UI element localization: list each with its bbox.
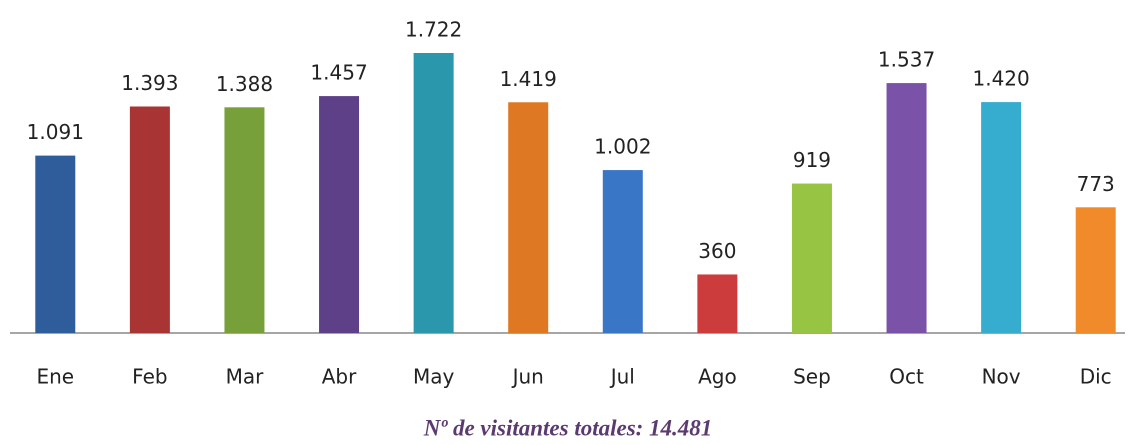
bar <box>602 170 643 333</box>
bar <box>129 106 170 333</box>
bar <box>319 96 360 333</box>
x-tick-label: Abr <box>322 365 357 389</box>
x-tick-label: Ene <box>36 365 74 389</box>
value-label: 1.722 <box>405 18 462 42</box>
value-label: 1.420 <box>972 67 1029 91</box>
value-label: 1.002 <box>594 135 651 159</box>
value-label: 1.419 <box>500 67 557 91</box>
x-tick-label: Sep <box>793 365 831 389</box>
value-label: 773 <box>1077 172 1115 196</box>
x-tick-label: Jun <box>511 365 544 389</box>
value-label: 1.388 <box>216 72 273 96</box>
x-tick-label: Feb <box>132 365 167 389</box>
bar <box>224 107 265 333</box>
bar <box>791 183 832 333</box>
bar <box>508 102 549 333</box>
bar <box>413 53 454 333</box>
caption: Nº de visitantes totales: 14.481 <box>423 415 713 440</box>
x-tick-label: May <box>413 365 455 389</box>
x-tick-label: Nov <box>982 365 1021 389</box>
value-label: 919 <box>793 148 831 172</box>
x-tick-label: Mar <box>226 365 265 389</box>
bar <box>1075 207 1116 333</box>
value-label: 1.537 <box>878 48 935 72</box>
bar <box>697 274 738 333</box>
bar <box>35 155 76 333</box>
bar <box>886 83 927 333</box>
x-tick-label: Ago <box>698 365 737 389</box>
value-label: 1.091 <box>27 120 84 144</box>
x-tick-label: Oct <box>889 365 924 389</box>
value-label: 360 <box>698 239 736 263</box>
value-label: 1.457 <box>310 61 367 85</box>
x-tick-label: Jul <box>609 365 635 389</box>
value-label: 1.393 <box>121 71 178 95</box>
x-tick-label: Dic <box>1080 365 1112 389</box>
bar <box>981 102 1022 334</box>
